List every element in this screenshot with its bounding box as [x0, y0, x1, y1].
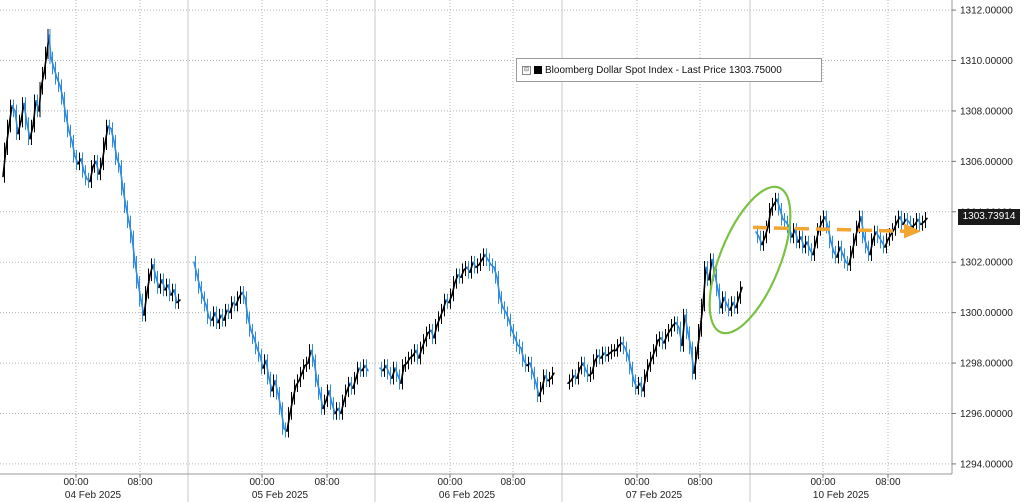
y-tick-label: 1306.00000	[960, 157, 1013, 168]
x-tick-time-label: 00:00	[437, 477, 462, 488]
legend: ⊟ Bloomberg Dollar Spot Index - Last Pri…	[516, 58, 822, 82]
x-tick-time-label: 00:00	[249, 477, 274, 488]
last-price-tag: 1303.73914	[958, 209, 1020, 225]
y-tick-label: 1296.00000	[960, 409, 1013, 420]
x-tick-day-label: 07 Feb 2025	[626, 490, 683, 501]
x-tick-day-label: 04 Feb 2025	[65, 490, 122, 501]
x-axis: 00:00 08:00 00:00 08:00 00:00 08:00 00:00 08:00…	[63, 474, 901, 501]
x-tick-time-label: 08:00	[500, 477, 525, 488]
x-tick-time-label: 00:00	[63, 477, 88, 488]
x-tick-day-label: 05 Feb 2025	[252, 490, 309, 501]
y-tick-label: 1312.00000	[960, 6, 1013, 17]
legend-swatch	[534, 66, 542, 74]
grid-lines	[0, 0, 953, 502]
x-tick-time-label: 08:00	[875, 477, 900, 488]
y-tick-label: 1300.00000	[960, 308, 1013, 319]
x-tick-day-label: 06 Feb 2025	[439, 490, 496, 501]
y-tick-label: 1302.00000	[960, 258, 1013, 269]
x-tick-day-label: 10 Feb 2025	[813, 490, 870, 501]
price-series	[2, 28, 928, 438]
y-axis: 1312.00000 1310.00000 1308.00000 1306.00000…	[952, 6, 1013, 470]
legend-toggle-icon[interactable]: ⊟	[522, 65, 531, 75]
arrow-head-icon	[904, 223, 921, 239]
legend-label: Bloomberg Dollar Spot Index - Last Price…	[545, 64, 782, 76]
y-tick-label: 1310.00000	[960, 56, 1013, 67]
x-tick-time-label: 00:00	[810, 477, 835, 488]
x-tick-time-label: 00:00	[624, 477, 649, 488]
x-tick-time-label: 08:00	[314, 477, 339, 488]
flat-trend-arrow	[752, 225, 913, 234]
y-tick-label: 1308.00000	[960, 106, 1013, 117]
annotations	[708, 185, 921, 335]
x-tick-time-label: 08:00	[687, 477, 712, 488]
highlight-ellipse	[708, 185, 792, 335]
y-tick-label: 1298.00000	[960, 359, 1013, 370]
x-tick-time-label: 08:00	[127, 477, 152, 488]
y-tick-label: 1294.00000	[960, 459, 1013, 470]
